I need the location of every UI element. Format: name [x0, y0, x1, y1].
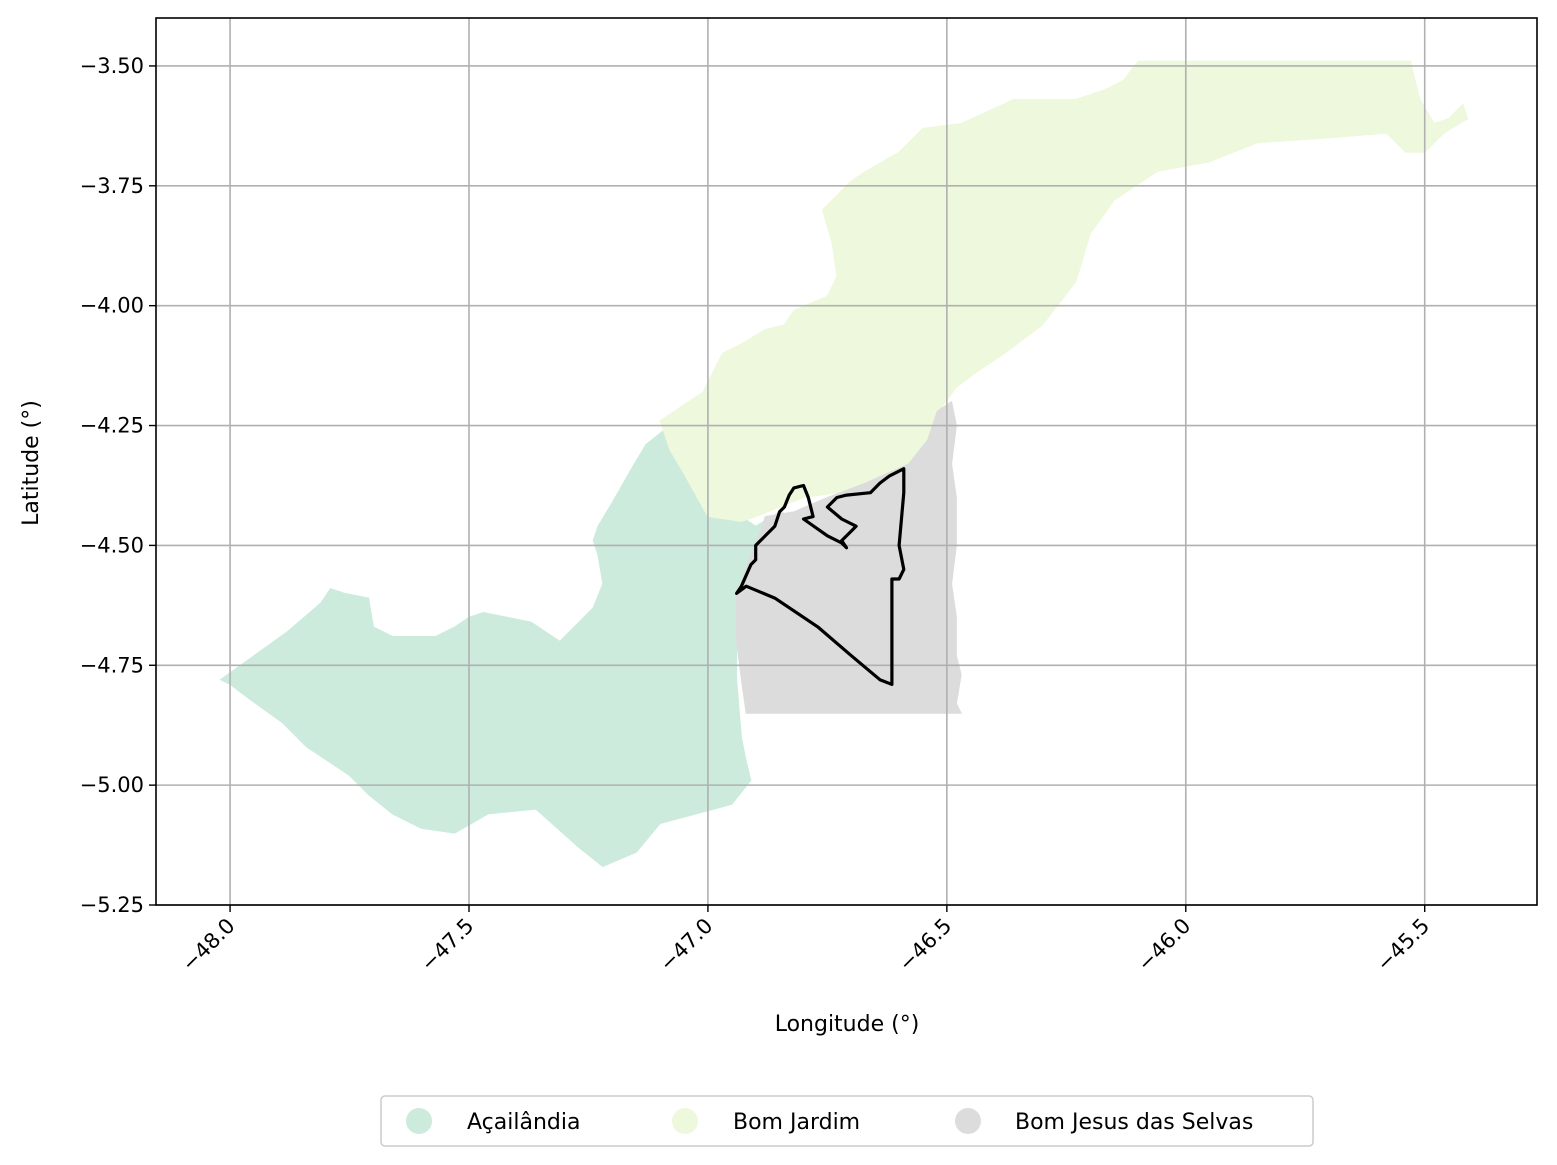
legend-label-acailandia: Açailândia: [467, 1110, 580, 1135]
region-acailandia: [219, 424, 796, 868]
y-tick-label-0: −3.50: [80, 54, 144, 78]
regions-layer: [219, 60, 1469, 868]
outline-layer: [734, 467, 906, 687]
y-tick-label-2: −4.00: [80, 294, 144, 318]
y-tick-label-7: −5.25: [80, 893, 144, 917]
highlighted-area-outline: [734, 467, 906, 687]
legend-swatch-bom-jesus-das-selvas: [955, 1108, 981, 1134]
y-axis-label: Latitude (°): [19, 400, 44, 526]
legend-box: [380, 1095, 1314, 1147]
y-axis-ticks: −3.50 −3.75 −4.00 −4.25 −4.50 −4.75 −5.00 −5.25: [80, 54, 156, 917]
y-tick-label-6: −5.00: [80, 773, 144, 797]
legend-label-bom-jardim: Bom Jardim: [733, 1110, 860, 1135]
plot-frame: [155, 17, 1538, 906]
y-tick-label-5: −4.75: [80, 653, 144, 677]
y-tick-label-3: −4.25: [80, 414, 144, 438]
y-tick-label-4: −4.50: [80, 533, 144, 557]
legend-label-bom-jesus-das-selvas: Bom Jesus das Selvas: [1015, 1110, 1253, 1135]
x-axis-label: Longitude (°): [775, 1012, 920, 1037]
y-tick-label-1: −3.75: [80, 174, 144, 198]
legend-swatch-acailandia: [406, 1108, 432, 1134]
legend-swatch-bom-jardim: [672, 1108, 698, 1134]
legend: Açailândia Bom Jardim Bom Jesus das Selv…: [380, 1095, 1314, 1147]
